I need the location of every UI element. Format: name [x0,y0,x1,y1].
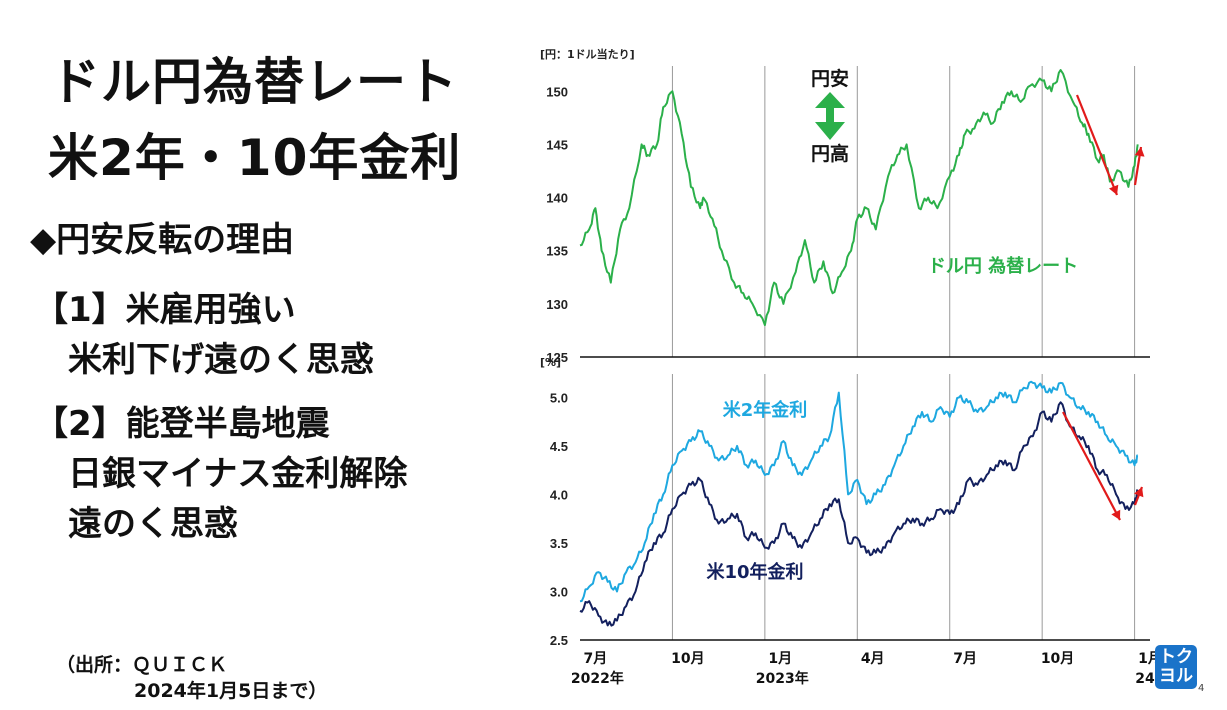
channel-logo: トク ヨル [1155,645,1197,689]
reason2-detail-1: 日銀マイナス金利解除 [68,454,408,494]
up-arrow-icon [815,92,845,108]
x-tick-label: 7月 [953,651,977,667]
weak-yen-label: 円安 [811,67,849,90]
down-arrow-icon [815,122,845,140]
fx-ytick-label: 130 [546,297,568,312]
x-year-label: 2022年 [571,670,624,687]
us10y-series-label: 米10年金利 [706,561,803,583]
page-number: 4 [1198,683,1205,694]
fx-ytick-label: 125 [546,350,568,365]
x-tick-label: 7月 [584,651,608,667]
yield-rebound-arrow-head [1134,487,1144,498]
reason2-heading: 【2】能登半島地震 [34,404,330,444]
fx-decline-arrow-head [1109,184,1119,195]
yield-decline-arrow [1062,411,1121,521]
yield-ytick-label: 3.0 [550,584,568,599]
us2y-series-label: 米2年金利 [723,399,808,421]
yield-decline-arrow-head [1111,509,1121,520]
fx-ytick-label: 135 [546,244,568,259]
logo-text-2: ヨル [1159,666,1193,686]
reason1-heading: 【1】米雇用強い [34,290,296,330]
yield-unit-label: [%] [540,356,561,369]
source-line-2: 2024年1月5日まで） [134,680,328,702]
fx-unit-label: [円：1ドル当たり] [540,47,635,61]
fx-ytick-label: 145 [546,137,568,152]
yield-ytick-label: 2.5 [550,633,568,648]
x-tick-label: 1月 [768,651,792,667]
fx-rebound-arrow-head [1134,147,1145,157]
yield-ytick-label: 4.5 [550,439,568,454]
fx-ytick-label: 150 [546,84,568,99]
slide-title-line2: 米2年・10年金利 [48,129,462,187]
x-year-label: 2023年 [756,670,809,687]
us10y-line [579,401,1139,627]
yield-ytick-label: 3.5 [550,536,568,551]
reason2-detail-2: 遠のく思惑 [68,504,238,544]
logo-text-1: トク [1159,647,1193,667]
x-tick-label: 10月 [671,651,704,667]
strong-yen-label: 円高 [811,142,849,165]
up-down-arrow-shaft [826,105,834,125]
source-note: （出所：ＱＵＩＣＫ 2024年1月5日まで） [56,652,327,704]
source-line-1: （出所：ＱＵＩＣＫ [56,654,228,676]
slide-title-line1: ドル円為替レート [50,53,458,111]
usdjpy-line [579,69,1139,327]
section-heading: ◆円安反転の理由 [30,220,295,260]
x-tick-label: 4月 [861,651,885,667]
reason1-detail: 米利下げ遠のく思惑 [68,340,374,380]
x-tick-label: 10月 [1041,651,1074,667]
fx-decline-arrow [1075,94,1119,196]
yield-ytick-label: 5.0 [550,390,568,405]
usdjpy-series-label: ドル円 為替レート [928,255,1078,277]
fx-ytick-label: 140 [546,191,568,206]
us2y-line [579,380,1139,603]
yield-ytick-label: 4.0 [550,487,568,502]
